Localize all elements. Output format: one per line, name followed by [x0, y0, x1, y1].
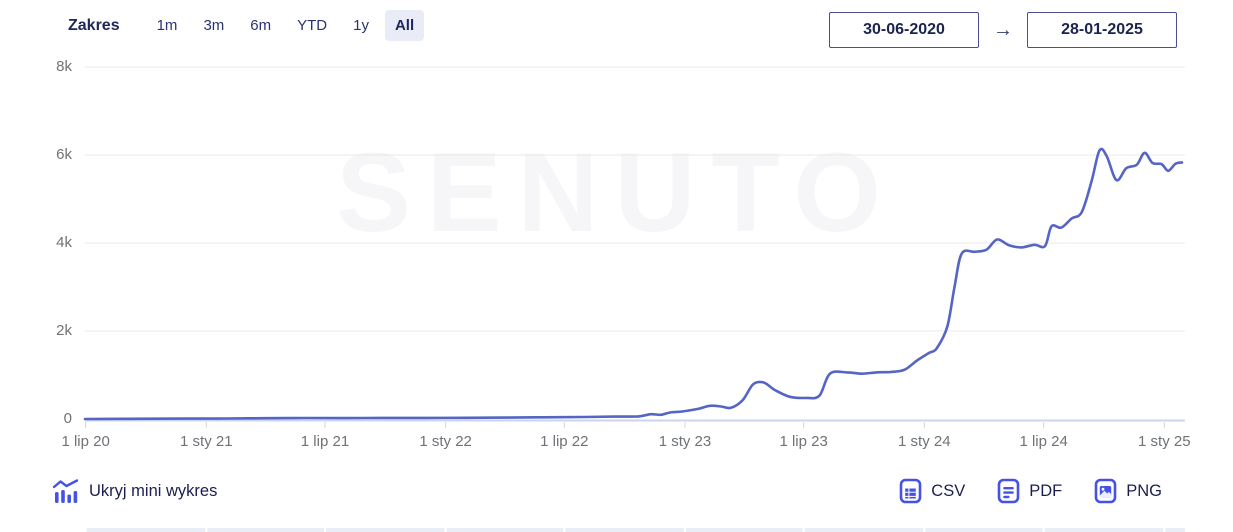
range-button-ytd[interactable]: YTD [287, 10, 337, 41]
range-button-1y[interactable]: 1y [343, 10, 379, 41]
x-tick-label: 1 lip 24 [1019, 433, 1068, 450]
x-tick-label: 1 sty 22 [419, 433, 472, 450]
x-tick-label: 1 sty 25 [1138, 433, 1191, 450]
senuto-watermark: SENUTO [336, 130, 897, 255]
png-file-icon [1094, 478, 1117, 504]
x-axis-labels: 1 lip 20 1 sty 21 1 lip 21 1 sty 22 1 lip 22… [0, 433, 1233, 455]
x-tick-label: 1 sty 23 [658, 433, 712, 450]
pdf-file-icon [997, 478, 1020, 504]
y-axis-labels: 0 2k 4k 6k 8k [28, 0, 72, 532]
csv-file-icon [899, 478, 922, 504]
x-tick-label: 1 sty 24 [898, 433, 951, 450]
export-png-button[interactable]: PNG [1094, 478, 1162, 504]
export-pdf-label: PDF [1029, 481, 1063, 500]
export-buttons: CSV PDF PNG [899, 478, 1162, 504]
x-tick-label: 1 lip 23 [779, 433, 828, 450]
range-button-3m[interactable]: 3m [193, 10, 234, 41]
x-tick-label: 1 lip 20 [61, 433, 110, 450]
range-controls: Zakres 1m 3m 6m YTD 1y All [68, 10, 427, 41]
y-tick-label: 4k [56, 234, 72, 251]
export-csv-label: CSV [931, 481, 966, 500]
range-button-6m[interactable]: 6m [240, 10, 281, 41]
range-button-1m[interactable]: 1m [147, 10, 188, 41]
y-tick-label: 0 [63, 410, 72, 427]
x-tick-label: 1 lip 21 [300, 433, 350, 450]
toggle-mini-chart-button[interactable]: Ukryj mini wykres [52, 478, 217, 505]
export-png-label: PNG [1126, 481, 1162, 500]
y-tick-label: 6k [56, 146, 72, 163]
export-pdf-button[interactable]: PDF [997, 478, 1062, 504]
x-tick-label: 1 sty 21 [180, 433, 233, 450]
y-tick-label: 8k [56, 58, 72, 75]
x-tick-label: 1 lip 22 [540, 433, 589, 450]
arrow-right-icon: → [993, 19, 1013, 41]
mini-chart-icon [52, 479, 79, 503]
y-tick-label: 2k [56, 322, 72, 339]
start-date-input[interactable]: 30-06-2020 [829, 12, 979, 48]
range-label: Zakres [68, 16, 120, 34]
end-date-input[interactable]: 28-01-2025 [1027, 12, 1177, 48]
export-csv-button[interactable]: CSV [899, 478, 965, 504]
toggle-mini-chart-label: Ukryj mini wykres [89, 482, 218, 500]
range-button-all[interactable]: All [384, 10, 425, 41]
date-range: 30-06-2020 → 28-01-2025 [829, 12, 1177, 48]
